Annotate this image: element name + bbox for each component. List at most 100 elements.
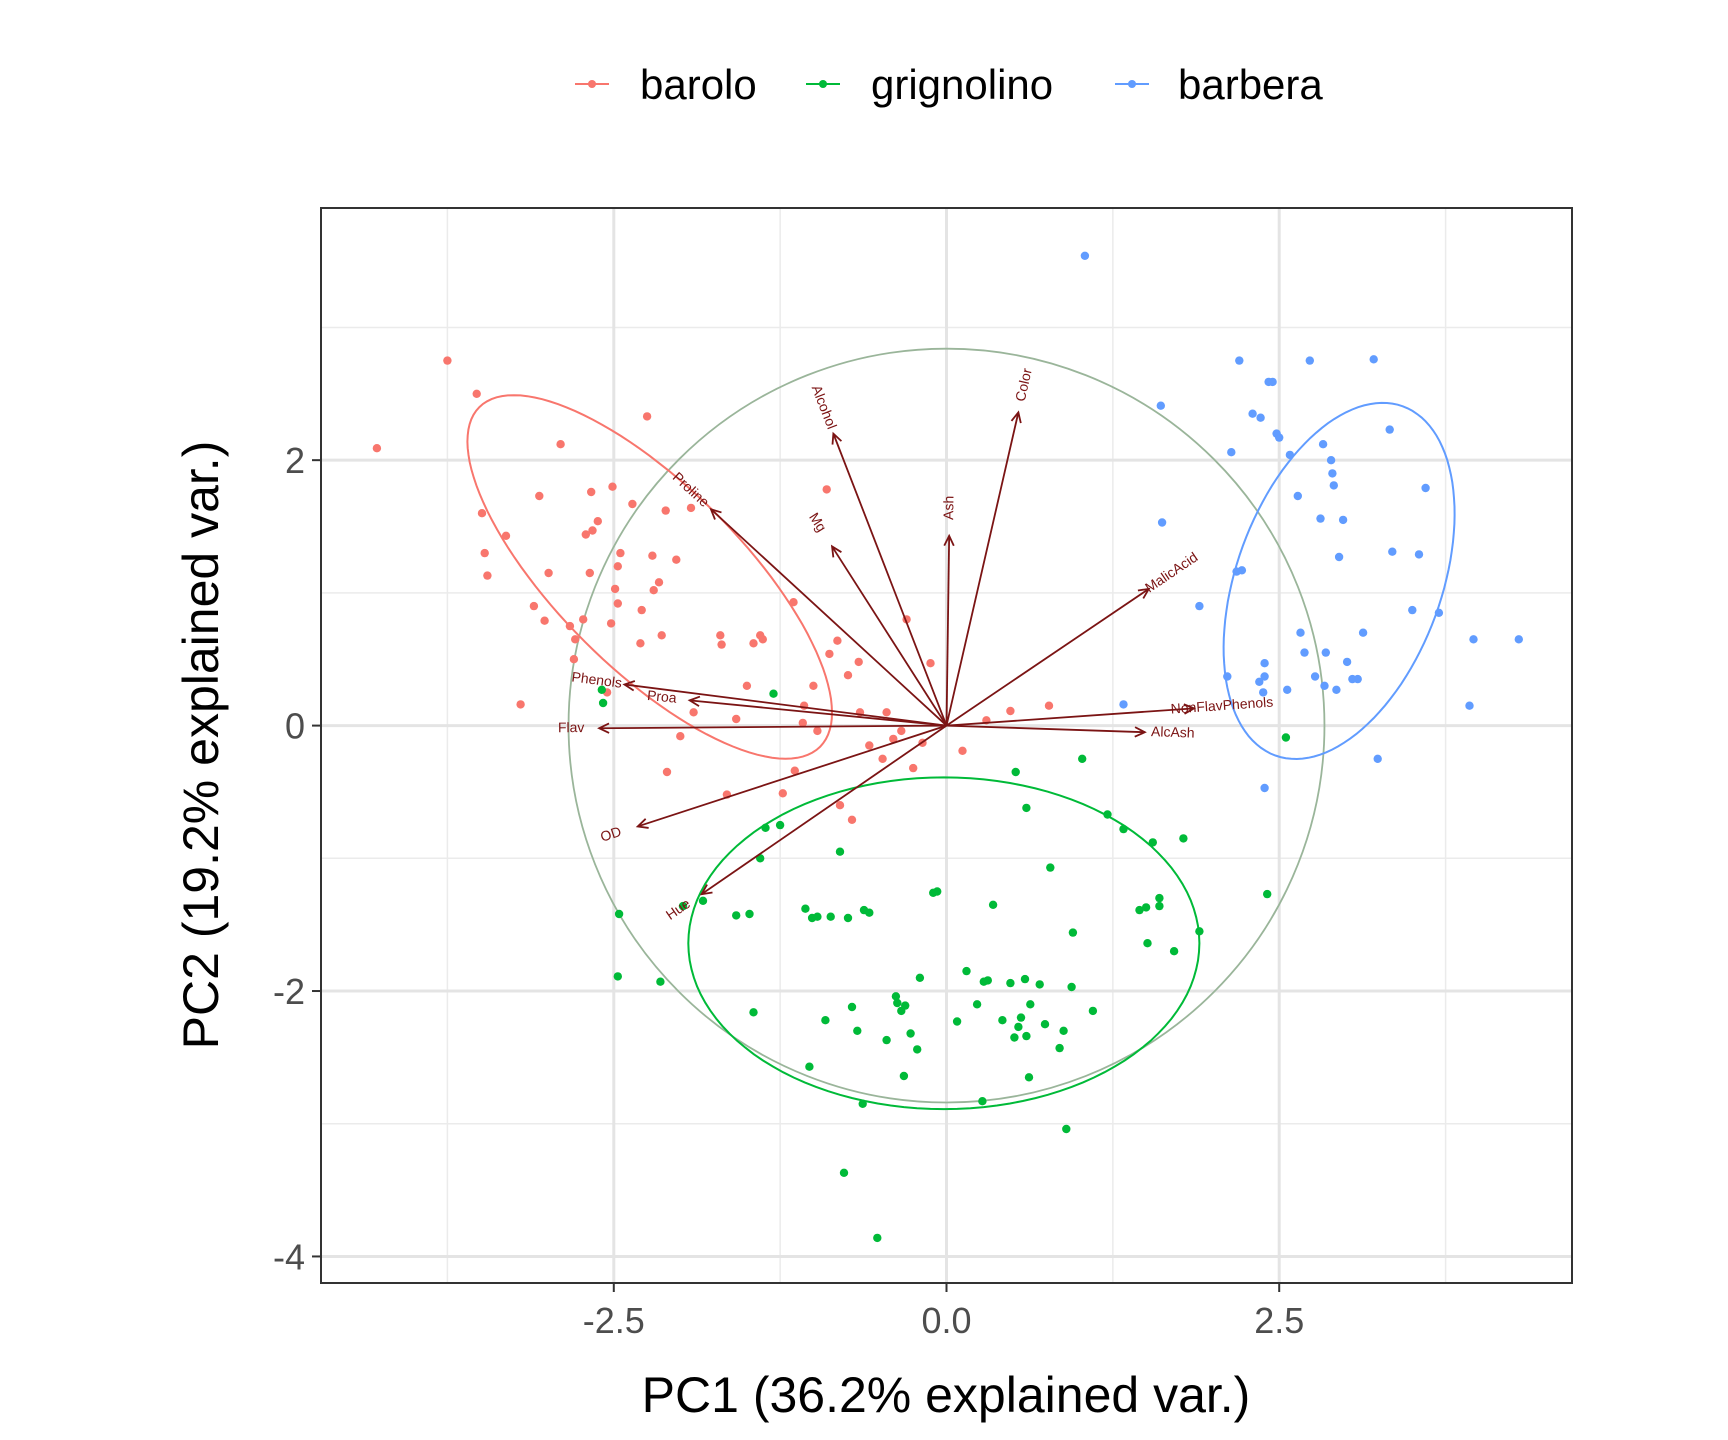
loading-arrow-MalicAcid bbox=[945, 588, 1150, 727]
point-grignolino bbox=[1006, 978, 1015, 988]
point-barolo bbox=[742, 681, 752, 690]
point-barolo bbox=[749, 639, 758, 648]
loading-arrow-Color bbox=[945, 412, 1020, 726]
point-barolo bbox=[789, 598, 798, 607]
point-grignolino bbox=[893, 998, 902, 1008]
point-barolo bbox=[613, 562, 622, 571]
point-barolo bbox=[535, 491, 544, 501]
point-grignolino bbox=[1062, 1124, 1071, 1134]
loading-arrow-Ash bbox=[945, 535, 951, 726]
loading-arrow-NonFlavPhenols bbox=[946, 707, 1195, 727]
x-axis-title: PC1 (36.2% explained var.) bbox=[642, 1367, 1251, 1423]
legend-label-barbera: barbera bbox=[1178, 61, 1323, 108]
point-grignolino bbox=[915, 973, 925, 982]
point-barbera bbox=[1305, 356, 1315, 365]
point-grignolino bbox=[1067, 982, 1076, 992]
point-barolo bbox=[581, 530, 590, 539]
point-grignolino bbox=[913, 1045, 922, 1054]
point-grignolino bbox=[769, 689, 778, 698]
point-barbera bbox=[1157, 518, 1167, 527]
point-barbera bbox=[1321, 648, 1331, 657]
point-barbera bbox=[1260, 783, 1269, 793]
point-grignolino bbox=[952, 1017, 962, 1026]
point-barbera bbox=[1514, 635, 1524, 644]
correlation-circle bbox=[567, 347, 1326, 1104]
loading-arrowhead-AlcAsh bbox=[1134, 726, 1147, 738]
point-barbera bbox=[1283, 685, 1292, 694]
point-grignolino bbox=[1088, 1006, 1098, 1016]
loading-arrowhead-Hue bbox=[699, 884, 713, 896]
x-tick-label: 2.5 bbox=[1254, 1300, 1304, 1341]
point-barbera bbox=[1248, 409, 1257, 418]
loading-arrowhead-OD bbox=[635, 818, 649, 829]
point-barbera bbox=[1332, 685, 1341, 694]
point-barbera bbox=[1318, 440, 1328, 449]
point-barolo bbox=[569, 655, 579, 664]
legend-label-grignolino: grignolino bbox=[871, 61, 1053, 108]
loading-arrow-Flav bbox=[599, 724, 947, 730]
point-grignolino bbox=[891, 992, 901, 1001]
point-grignolino bbox=[882, 1035, 891, 1045]
point-grignolino bbox=[698, 896, 708, 905]
point-barbera bbox=[1119, 700, 1128, 709]
loading-arrow-Proline bbox=[710, 508, 948, 727]
loading-arrow-Proa bbox=[689, 699, 947, 727]
point-barbera bbox=[1328, 469, 1337, 478]
point-grignolino bbox=[1010, 1033, 1019, 1042]
point-grignolino bbox=[853, 1026, 862, 1036]
point-grignolino bbox=[843, 913, 853, 923]
point-grignolino bbox=[656, 977, 665, 986]
point-barbera bbox=[1300, 648, 1309, 657]
point-barolo bbox=[593, 517, 602, 526]
point-grignolino bbox=[761, 823, 770, 832]
point-barbera bbox=[1310, 672, 1320, 681]
point-barolo bbox=[588, 526, 597, 535]
point-grignolino bbox=[1195, 927, 1204, 936]
point-grignolino bbox=[835, 847, 845, 856]
loading-arrow-Mg bbox=[831, 545, 948, 727]
point-barbera bbox=[1227, 448, 1236, 457]
loading-arrowhead-Mg bbox=[830, 544, 842, 558]
point-barolo bbox=[616, 548, 625, 558]
legend-item-barolo: barolo bbox=[575, 61, 757, 108]
point-grignolino bbox=[1014, 1022, 1023, 1032]
point-barbera bbox=[1434, 608, 1444, 617]
point-grignolino bbox=[988, 900, 998, 909]
point-barolo bbox=[372, 444, 382, 453]
legend-item-grignolino: grignolino bbox=[806, 61, 1053, 108]
ellipse-layer bbox=[466, 394, 1456, 1111]
loading-label-AlcAsh: AlcAsh bbox=[1151, 723, 1195, 740]
point-grignolino bbox=[847, 1002, 857, 1012]
loading-arrowhead-Alcohol bbox=[831, 431, 843, 445]
point-barolo bbox=[926, 659, 935, 668]
point-grignolino bbox=[1155, 893, 1164, 903]
point-barbera bbox=[1373, 754, 1382, 763]
point-barolo bbox=[610, 584, 620, 594]
point-barolo bbox=[847, 815, 857, 824]
point-barbera bbox=[1465, 701, 1474, 710]
loading-arrowhead-Proline bbox=[709, 507, 722, 520]
point-barolo bbox=[732, 714, 741, 724]
legend-key-dot-barolo bbox=[588, 80, 596, 88]
point-grignolino bbox=[1169, 947, 1179, 956]
point-grignolino bbox=[1119, 824, 1128, 834]
point-grignolino bbox=[613, 972, 622, 981]
point-grignolino bbox=[598, 698, 608, 708]
point-grignolino bbox=[1046, 863, 1055, 872]
loading-arrowhead-Color bbox=[1010, 410, 1022, 424]
point-grignolino bbox=[597, 685, 606, 694]
point-barolo bbox=[790, 766, 799, 775]
point-grignolino bbox=[1068, 928, 1078, 937]
point-barolo bbox=[686, 503, 696, 513]
point-grignolino bbox=[1143, 939, 1152, 948]
point-grignolino bbox=[906, 1029, 915, 1038]
point-barolo bbox=[822, 485, 831, 494]
point-grignolino bbox=[821, 1016, 830, 1025]
legend: barolo grignolino barbera bbox=[575, 61, 1323, 108]
y-tick-label: 2 bbox=[285, 440, 305, 481]
loading-arrow-Hue bbox=[701, 724, 948, 895]
point-barolo bbox=[897, 726, 906, 736]
point-grignolino bbox=[1022, 803, 1031, 813]
point-barbera bbox=[1285, 450, 1295, 460]
